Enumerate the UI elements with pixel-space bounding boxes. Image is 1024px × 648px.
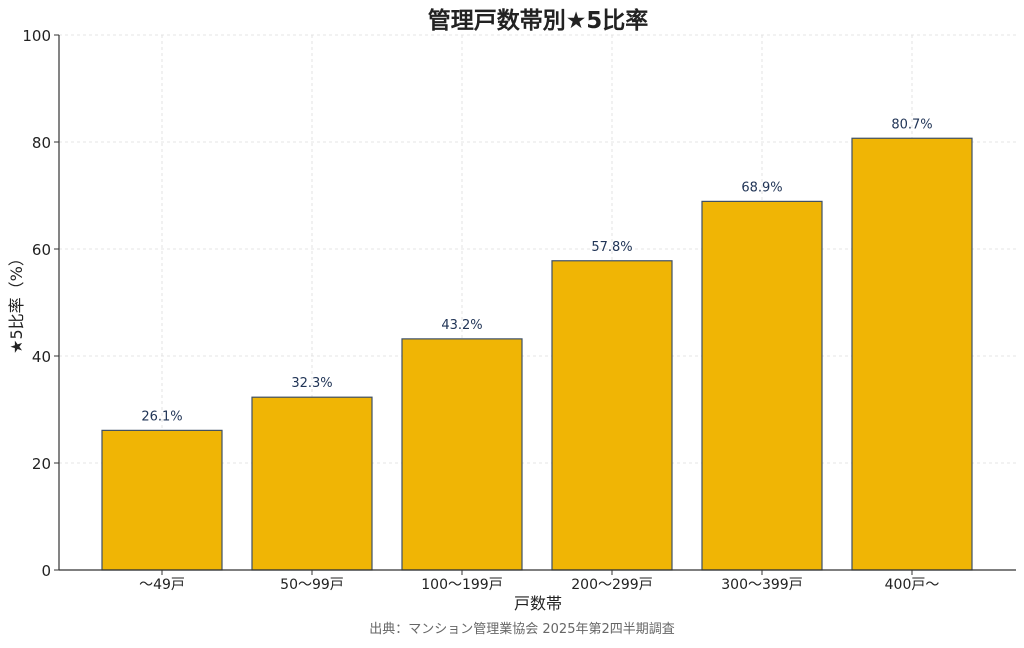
data-label: 26.1%: [141, 409, 182, 424]
y-tick-label: 0: [41, 562, 51, 580]
data-labels: 26.1% 32.3% 43.2% 57.8% 68.9% 80.7%: [141, 117, 932, 424]
y-tick-label: 60: [32, 241, 51, 259]
x-tick-label: 400戸〜: [885, 577, 940, 593]
bar: [401, 338, 523, 571]
bar: [251, 396, 373, 571]
x-tick-label: 200〜299戸: [571, 577, 652, 593]
y-tick-label: 40: [32, 348, 51, 366]
x-tick-label: 50〜99戸: [280, 577, 344, 593]
y-tick-label: 20: [32, 455, 51, 473]
data-label: 43.2%: [441, 318, 482, 333]
data-label: 68.9%: [741, 180, 782, 195]
bar: [101, 429, 223, 571]
bar: [701, 200, 823, 571]
x-tick-label: 300〜399戸: [721, 577, 802, 593]
x-tick-label: 100〜199戸: [421, 577, 502, 593]
y-axis-label: ★5比率（%）: [7, 250, 26, 354]
axes: 0 20 40 60 80 100 〜49戸 50〜99戸 100〜199戸 200〜299戸 30…: [22, 27, 1016, 593]
bar: [551, 260, 673, 571]
bar: [851, 137, 973, 571]
x-axis-label: 戸数帯: [514, 594, 562, 613]
y-tick-label: 100: [22, 27, 51, 45]
bars: [101, 137, 973, 571]
data-label: 57.8%: [591, 240, 632, 255]
data-label: 80.7%: [891, 117, 932, 132]
y-tick-label: 80: [32, 134, 51, 152]
data-label: 32.3%: [291, 376, 332, 391]
source-note: 出典：マンション管理業協会 2025年第2四半期調査: [369, 621, 675, 637]
chart-title: 管理戸数帯別★5比率: [428, 7, 649, 34]
x-tick-label: 〜49戸: [139, 577, 185, 593]
